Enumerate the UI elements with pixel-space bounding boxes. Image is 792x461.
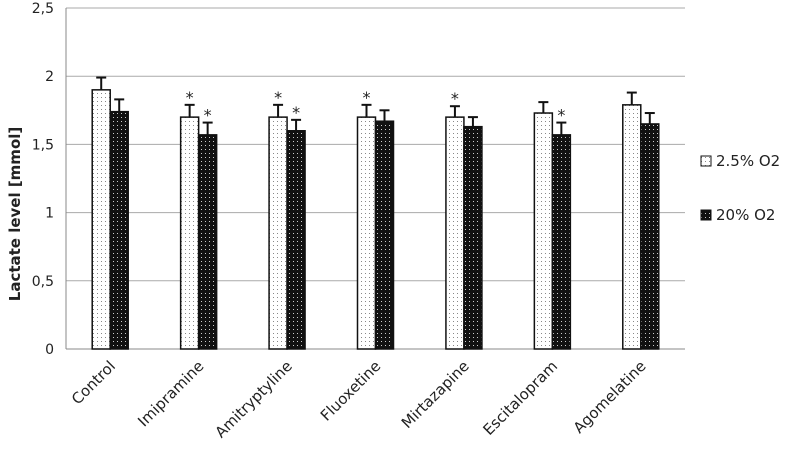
y-tick-label: 1 xyxy=(45,206,54,222)
bar-20-o2 xyxy=(551,134,572,350)
legend-swatch xyxy=(700,155,712,167)
x-tick-label: Imipramine xyxy=(134,357,207,430)
significance-marker: * xyxy=(363,88,371,107)
y-tick-label: 0 xyxy=(45,342,54,358)
x-tick-label: Amitryptyline xyxy=(212,357,296,441)
significance-marker: * xyxy=(274,88,282,107)
x-tick-label: Fluoxetine xyxy=(317,357,384,424)
bar-2-5-o2 xyxy=(268,116,288,350)
bar-2-5-o2 xyxy=(533,112,554,350)
x-tick-label: Control xyxy=(68,357,119,408)
legend-swatch xyxy=(700,209,712,221)
y-tick-label: 0,5 xyxy=(32,274,54,290)
bar-20-o2 xyxy=(109,110,129,350)
significance-marker: * xyxy=(204,106,212,125)
bar-20-o2 xyxy=(197,134,218,350)
significance-marker: * xyxy=(292,103,300,122)
legend-label: 2.5% O2 xyxy=(716,152,780,170)
bar-20-o2 xyxy=(286,130,306,350)
bar-2-5-o2 xyxy=(445,116,465,350)
bar-20-o2 xyxy=(463,125,483,350)
bar-2-5-o2 xyxy=(91,89,111,350)
y-tick-label: 1,5 xyxy=(32,137,54,153)
bar-2-5-o2 xyxy=(179,116,200,350)
bar-2-5-o2 xyxy=(356,116,377,350)
y-tick-label: 2,5 xyxy=(32,1,54,17)
x-tick-label: Escitalopram xyxy=(479,357,561,439)
y-axis-label: Lactate level [mmol] xyxy=(6,127,24,301)
bar-20-o2 xyxy=(374,120,395,350)
legend-label: 20% O2 xyxy=(716,206,775,224)
significance-marker: * xyxy=(557,106,565,125)
y-tick-label: 2 xyxy=(45,69,54,85)
bar-2-5-o2 xyxy=(622,104,642,350)
x-tick-label: Mirtazapine xyxy=(398,357,473,432)
x-tick-label: Agomelatine xyxy=(570,357,650,437)
bar-20-o2 xyxy=(640,123,660,350)
significance-marker: * xyxy=(186,88,194,107)
significance-marker: * xyxy=(451,89,459,108)
